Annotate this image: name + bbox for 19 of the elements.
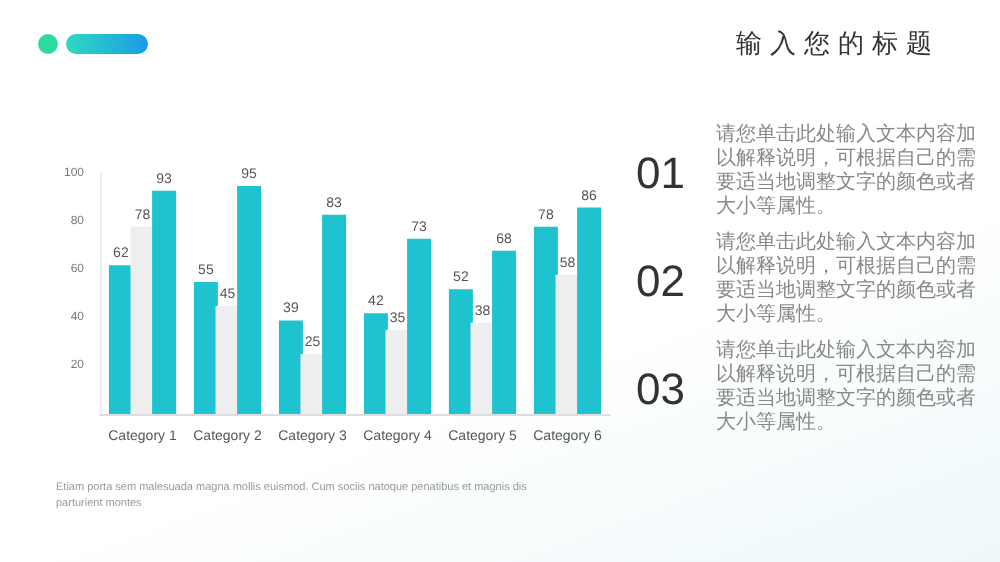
bar (193, 282, 218, 414)
text: 03 (636, 364, 685, 416)
bar (492, 250, 517, 414)
bar (108, 265, 133, 414)
bar (448, 289, 473, 414)
text: 请您单击此处输入文本内容加以解释说明，可根据自己的需要适当地调整文字的颜色或者大小等属性。 (716, 124, 978, 220)
text: 输入您的标题 (736, 28, 940, 62)
text: 02 (636, 256, 685, 308)
bar (577, 207, 602, 414)
bar (152, 190, 177, 414)
bar (278, 320, 303, 414)
bar (322, 214, 347, 414)
text: 请您单击此处输入文本内容加以解释说明，可根据自己的需要适当地调整文字的颜色或者大小等属性。 (716, 232, 978, 328)
bar (407, 238, 432, 414)
bar (237, 186, 262, 414)
bar (533, 226, 558, 414)
bar (363, 313, 388, 414)
text: 请您单击此处输入文本内容加以解释说明，可根据自己的需要适当地调整文字的颜色或者大小等属性。 (716, 340, 978, 436)
text: 01 (636, 148, 685, 200)
